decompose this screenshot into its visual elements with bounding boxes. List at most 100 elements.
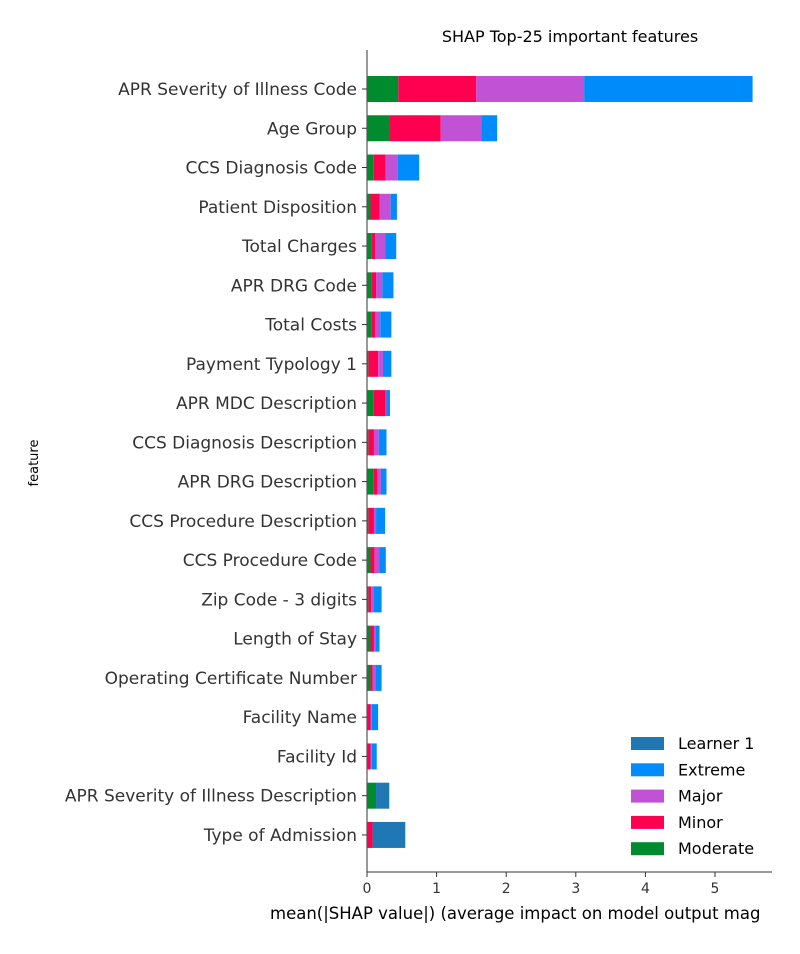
- bar-segment-major: [385, 390, 387, 417]
- bar-segment-major: [476, 76, 585, 102]
- bar-segment-extreme: [380, 468, 387, 495]
- bar-segment-extreme: [380, 311, 392, 338]
- bar-segment-minor: [370, 664, 373, 691]
- bar-segment-learner-1: [376, 782, 390, 809]
- bar-segment-minor: [373, 154, 386, 181]
- legend-label: Extreme: [678, 760, 745, 779]
- x-tick-label: 2: [502, 881, 511, 897]
- bar-segment-extreme: [397, 154, 420, 181]
- bar-segment-moderate: [367, 429, 369, 456]
- bar-segment-major: [373, 625, 376, 652]
- bar-segment-moderate: [367, 507, 369, 534]
- bar-segment-major: [370, 704, 372, 731]
- y-tick-label: Type of Admission: [203, 826, 357, 846]
- y-tick-label: APR Severity of Illness Description: [65, 787, 357, 807]
- bar-segment-minor: [368, 429, 374, 456]
- y-tick-label: Payment Typology 1: [186, 355, 357, 375]
- bar-segment-extreme: [373, 586, 382, 613]
- bar-segment-extreme: [382, 272, 394, 299]
- bar-segment-minor: [367, 821, 373, 848]
- legend-swatch: [631, 815, 664, 829]
- y-tick-label: APR DRG Description: [178, 473, 357, 493]
- legend-label: Major: [678, 787, 723, 806]
- bar-segment-major: [370, 743, 372, 770]
- bar-segment-moderate: [367, 76, 399, 102]
- bar-segment-moderate: [367, 390, 374, 417]
- legend-swatch: [631, 763, 664, 777]
- bar-segment-moderate: [367, 193, 371, 220]
- bar-segment-major: [375, 311, 381, 338]
- bar-segment-minor: [370, 547, 375, 574]
- bar-segment-major: [372, 664, 376, 691]
- legend-swatch: [631, 737, 664, 750]
- bar-segment-extreme: [375, 625, 380, 652]
- legend-label: Learner 1: [678, 734, 754, 753]
- bar-segment-extreme: [376, 507, 386, 534]
- legend-swatch: [631, 842, 664, 856]
- bar-segment-extreme: [386, 390, 390, 417]
- y-tick-label: Zip Code - 3 digits: [201, 590, 357, 610]
- bar-segment-major: [371, 586, 374, 613]
- y-tick-label: Total Costs: [264, 316, 357, 336]
- plot-area: 0 1 2 3 4 5 APR Severity of Illness Code Age Gr…: [65, 50, 772, 897]
- bar-segment-moderate: [367, 154, 374, 181]
- bar-segment-learner-1: [372, 821, 406, 848]
- bar-segment-moderate: [367, 547, 371, 574]
- bar-segment-extreme: [385, 233, 397, 260]
- legend: Learner 1 Extreme Major Minor Moderate: [631, 734, 754, 858]
- bar-segment-minor: [367, 704, 371, 731]
- bar-segment-minor: [368, 586, 372, 613]
- bar-segment-moderate: [367, 782, 377, 809]
- bar-segment-moderate: [367, 233, 372, 260]
- y-tick-label: Age Group: [267, 119, 357, 139]
- y-tick-label: CCS Procedure Code: [183, 551, 357, 571]
- bar-segment-major: [385, 154, 398, 181]
- y-axis-label: feature: [27, 440, 42, 487]
- x-tick-label: 3: [571, 881, 580, 897]
- bar-segment-minor: [368, 507, 374, 534]
- y-tick-label: APR MDC Description: [176, 394, 357, 414]
- y-tick-label: APR Severity of Illness Code: [118, 80, 357, 100]
- y-tick-label: Operating Certificate Number: [105, 669, 357, 689]
- bar-segment-minor: [370, 625, 374, 652]
- bar-segment-extreme: [390, 193, 397, 220]
- bar-segment-major: [375, 233, 386, 260]
- x-tick-label: 4: [641, 881, 650, 897]
- x-tick-label: 0: [363, 881, 372, 897]
- bar-segment-moderate: [367, 468, 374, 495]
- y-tick-label: Length of Stay: [233, 630, 357, 650]
- bar-segment-major: [377, 468, 381, 495]
- bar-segment-major: [374, 547, 380, 574]
- bar-segment-extreme: [378, 429, 387, 456]
- bar-segment-minor: [389, 115, 441, 142]
- x-axis-label: mean(|SHAP value|) (average impact on mo…: [270, 904, 760, 923]
- bar-segment-moderate: [367, 625, 371, 652]
- y-tick-label: CCS Diagnosis Description: [132, 433, 357, 453]
- bar-segment-minor: [398, 76, 477, 102]
- x-tick-label: 1: [432, 881, 441, 897]
- legend-swatch: [631, 789, 664, 803]
- y-tick-label: Facility Id: [277, 747, 357, 767]
- bar-segment-minor: [371, 311, 376, 338]
- bar-segment-moderate: [367, 664, 371, 691]
- bar-segment-major: [373, 507, 377, 534]
- bar-segment-moderate: [367, 586, 369, 613]
- bar-segment-extreme: [371, 743, 377, 770]
- bar-segment-minor: [373, 390, 386, 417]
- bar-segment-major: [373, 429, 379, 456]
- bar-segment-moderate: [367, 350, 369, 377]
- bar-segment-moderate: [367, 272, 372, 299]
- y-tick-label: CCS Diagnosis Code: [186, 159, 358, 179]
- chart-title: SHAP Top-25 important features: [442, 27, 698, 46]
- bar-segment-major: [378, 350, 384, 377]
- bar-segment-extreme: [584, 76, 753, 102]
- bar-segment-extreme: [481, 115, 498, 142]
- bar-segment-major: [379, 193, 391, 220]
- bar-segment-moderate: [367, 115, 390, 142]
- y-tick-label: Total Charges: [241, 237, 357, 257]
- legend-label: Minor: [678, 813, 723, 832]
- bar-segment-major: [376, 272, 383, 299]
- y-tick-label: CCS Procedure Description: [129, 512, 357, 532]
